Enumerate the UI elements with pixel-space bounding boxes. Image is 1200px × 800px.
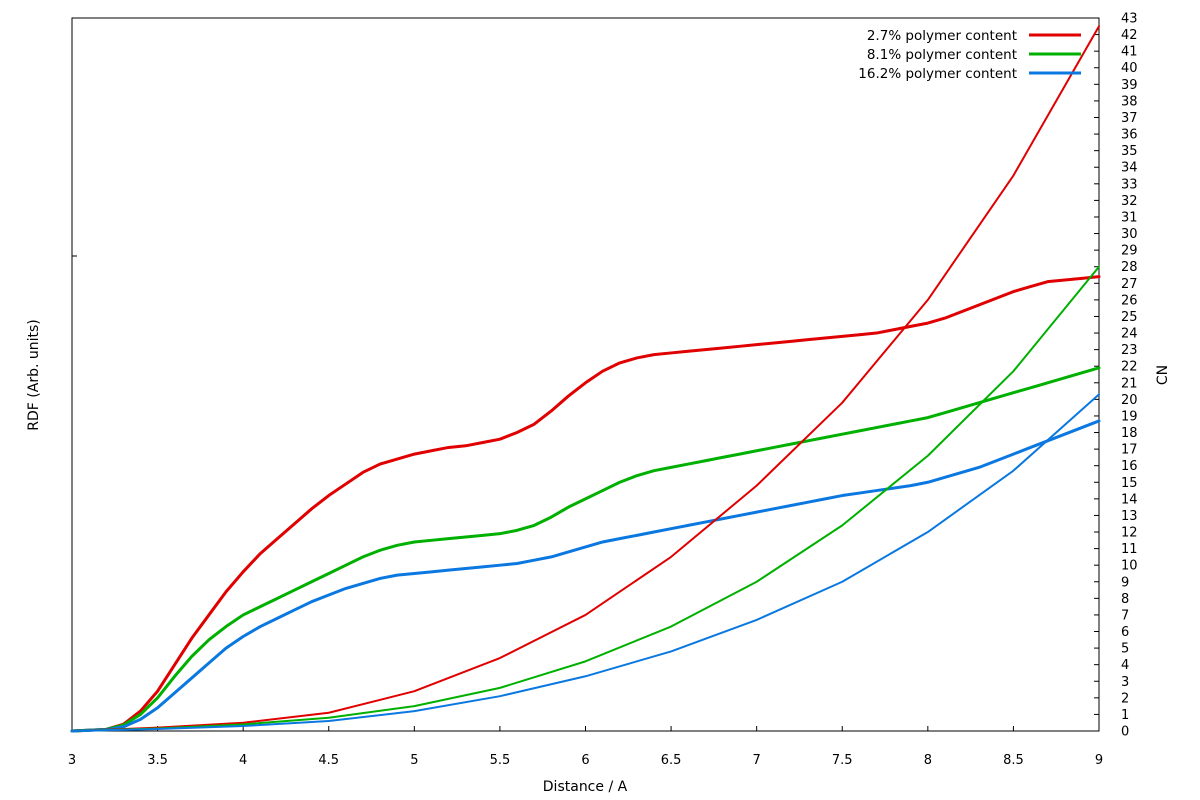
y2-tick-label-26: 26	[1121, 293, 1138, 308]
y2-tick-label-4: 4	[1121, 658, 1129, 673]
y2-tick-label-7: 7	[1121, 608, 1129, 623]
y2-axis-label: CN	[1155, 365, 1171, 385]
y2-tick-label-16: 16	[1121, 459, 1138, 474]
x-tick-label-7: 6.5	[661, 753, 682, 768]
y2-tick-label-19: 19	[1121, 409, 1138, 424]
legend-label-1: 8.1% polymer content	[867, 47, 1017, 63]
y2-tick-label-29: 29	[1121, 244, 1138, 259]
y2-tick-label-33: 33	[1121, 177, 1138, 192]
x-tick-label-9: 7.5	[832, 753, 853, 768]
y2-tick-label-18: 18	[1121, 426, 1138, 441]
plot-area	[71, 17, 1100, 732]
y2-tick-label-32: 32	[1121, 194, 1138, 209]
y2-tick-label-25: 25	[1121, 310, 1138, 325]
y2-tick-label-22: 22	[1121, 360, 1138, 375]
y2-tick-label-2: 2	[1121, 691, 1129, 706]
y2-tick-label-38: 38	[1121, 94, 1138, 109]
x-axis-ticks: 3 3.5 4 4.5 5 5.5 6 6.5 7 7.5 8 8.5 9	[68, 726, 1103, 768]
series-line-cn-3	[71, 25, 1100, 732]
series-line-rdf-2	[70, 419, 1101, 733]
y2-tick-label-20: 20	[1121, 393, 1138, 408]
y2-tick-label-3: 3	[1121, 675, 1129, 690]
y2-tick-label-40: 40	[1121, 61, 1138, 76]
y2-tick-label-12: 12	[1121, 526, 1138, 541]
y2-tick-label-5: 5	[1121, 642, 1129, 657]
x-tick-label-12: 9	[1095, 753, 1103, 768]
x-tick-label-0: 3	[68, 753, 76, 768]
y2-tick-label-24: 24	[1121, 327, 1138, 342]
y2-tick-label-9: 9	[1121, 575, 1129, 590]
x-tick-label-11: 8.5	[1003, 753, 1024, 768]
y2-tick-label-35: 35	[1121, 144, 1138, 159]
x-tick-label-8: 7	[753, 753, 761, 768]
series-line-cn-5	[71, 393, 1100, 732]
y2-tick-label-41: 41	[1121, 45, 1138, 60]
y2-tick-label-21: 21	[1121, 376, 1138, 391]
y2-tick-label-11: 11	[1121, 542, 1138, 557]
y2-tick-label-30: 30	[1121, 227, 1138, 242]
legend-label-0: 2.7% polymer content	[867, 28, 1017, 44]
y2-tick-label-42: 42	[1121, 28, 1138, 43]
y2-tick-label-14: 14	[1121, 492, 1138, 507]
legend: 2.7% polymer content 8.1% polymer conten…	[858, 28, 1081, 82]
legend-label-2: 16.2% polymer content	[858, 66, 1017, 82]
y2-tick-label-31: 31	[1121, 210, 1138, 225]
x-tick-label-2: 4	[239, 753, 247, 768]
y2-tick-label-1: 1	[1121, 708, 1129, 723]
series-layer	[70, 25, 1101, 733]
y2-axis-ticks: 0123456789101112131415161718192021222324…	[1094, 12, 1138, 740]
x-axis-label: Distance / A	[543, 779, 628, 795]
y-axis-label: RDF (Arb. units)	[26, 319, 42, 430]
x-tick-label-6: 6	[581, 753, 589, 768]
y2-tick-label-39: 39	[1121, 78, 1138, 93]
series-line-rdf-1	[70, 366, 1101, 733]
y2-tick-label-37: 37	[1121, 111, 1138, 126]
x-tick-label-3: 4.5	[318, 753, 339, 768]
y2-tick-label-13: 13	[1121, 509, 1138, 524]
y2-tick-label-23: 23	[1121, 343, 1138, 358]
y2-tick-label-0: 0	[1121, 725, 1129, 740]
y2-tick-label-17: 17	[1121, 443, 1138, 458]
y2-tick-label-8: 8	[1121, 592, 1129, 607]
y2-tick-label-36: 36	[1121, 128, 1138, 143]
y2-tick-label-6: 6	[1121, 625, 1129, 640]
x-tick-label-5: 5.5	[490, 753, 511, 768]
x-tick-label-10: 8	[924, 753, 932, 768]
y2-tick-label-43: 43	[1121, 12, 1138, 27]
y2-tick-label-10: 10	[1121, 559, 1138, 574]
series-line-rdf-0	[70, 275, 1101, 733]
y2-tick-label-34: 34	[1121, 161, 1138, 176]
y2-tick-label-15: 15	[1121, 476, 1138, 491]
x-tick-label-1: 3.5	[147, 753, 168, 768]
y2-tick-label-28: 28	[1121, 260, 1138, 275]
series-line-cn-4	[71, 265, 1100, 732]
x-tick-label-4: 5	[410, 753, 418, 768]
y2-tick-label-27: 27	[1121, 277, 1138, 292]
